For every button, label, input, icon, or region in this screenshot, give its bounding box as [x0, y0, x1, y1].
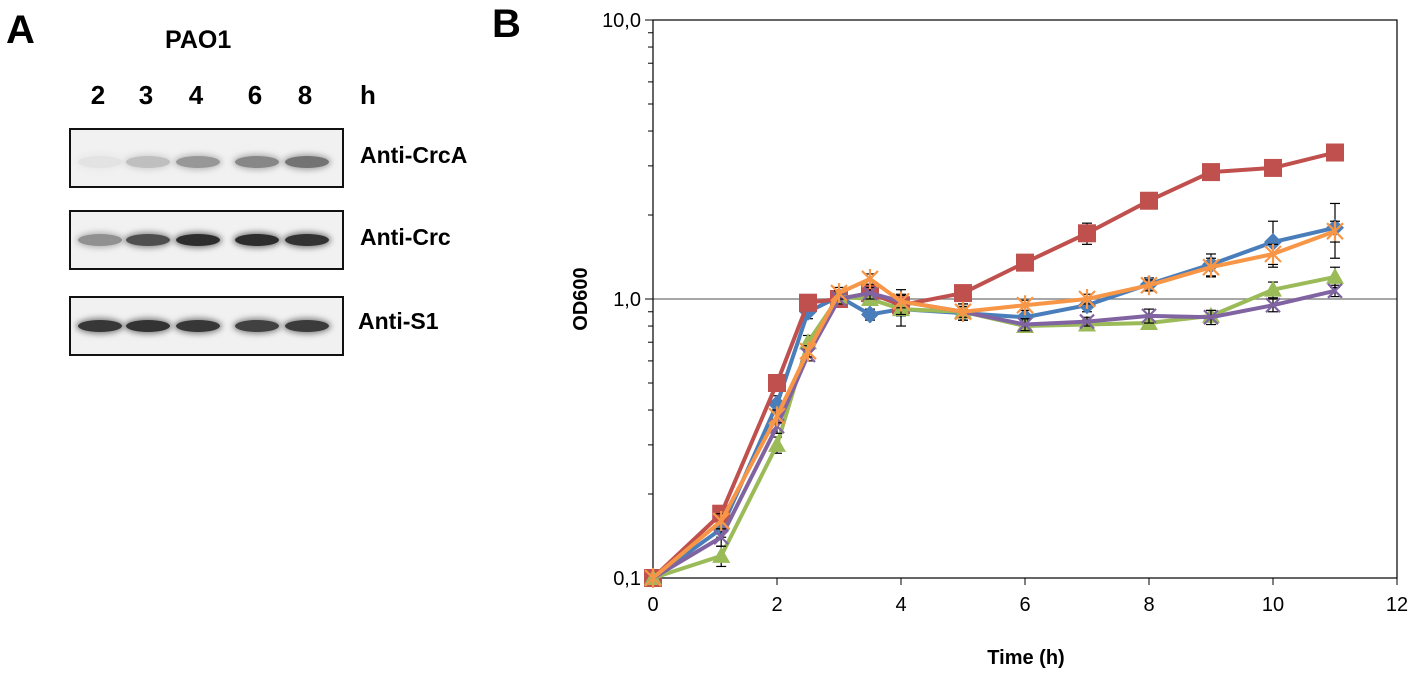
star-marker [1016, 295, 1034, 316]
blot-band [235, 156, 279, 168]
square-marker [1016, 253, 1034, 272]
y-tick-label: 0,1 [613, 568, 641, 590]
blot-band [285, 320, 329, 332]
hour-unit-label: h [360, 80, 376, 110]
blot-band [176, 320, 220, 332]
star-marker [1264, 243, 1282, 264]
blot-band [126, 320, 170, 332]
x-marker [1141, 308, 1157, 324]
x-marker [1327, 283, 1343, 299]
blot-band [176, 234, 220, 246]
western-blot-crca [69, 128, 344, 188]
x-marker [713, 529, 729, 546]
blot-label-crca: Anti-CrcA [360, 142, 468, 168]
blot-band [176, 156, 220, 168]
hour-label: 8 [297, 80, 313, 110]
star-marker [892, 291, 910, 312]
blot-band [235, 320, 279, 332]
star-marker [799, 341, 817, 362]
triangle-marker [1264, 280, 1282, 297]
strain-label: PAO1 [165, 26, 232, 54]
series-red [644, 143, 1344, 587]
star-marker [1202, 257, 1220, 278]
x-tick-label: 2 [771, 594, 782, 616]
triangle-marker [768, 435, 786, 452]
square-marker [1202, 163, 1220, 182]
square-marker [1078, 224, 1096, 243]
square-marker [1140, 191, 1158, 210]
x-tick-label: 10 [1262, 594, 1284, 616]
x-tick-label: 4 [895, 594, 906, 616]
series-line-red [651, 150, 1336, 580]
series-line-orange [651, 229, 1336, 580]
y-axis-title: OD600 [570, 267, 592, 330]
series-line-green [652, 274, 1336, 580]
western-blot-s1 [69, 296, 344, 356]
blot-band [78, 234, 122, 246]
x-marker [1203, 309, 1219, 326]
star-marker [644, 568, 662, 588]
diamond-marker [861, 305, 879, 324]
blot-label-s1: Anti-S1 [358, 308, 439, 334]
blot-band [78, 156, 122, 168]
x-tick-label: 12 [1386, 594, 1408, 616]
square-marker [1326, 143, 1344, 162]
star-marker [768, 406, 786, 427]
blot-band [78, 320, 122, 332]
y-tick-label: 1,0 [613, 289, 641, 311]
square-marker [768, 373, 786, 392]
triangle-marker [712, 546, 731, 563]
western-blot-crc [69, 210, 344, 270]
x-tick-label: 6 [1019, 594, 1030, 616]
panel-b-letter: B [492, 2, 521, 46]
x-marker [1079, 313, 1095, 330]
x-marker [862, 285, 878, 301]
blot-band [285, 234, 329, 246]
star-marker [861, 268, 879, 289]
series-line-blue [651, 225, 1336, 580]
panel-a-letter: A [6, 8, 35, 52]
hour-label: 4 [188, 80, 204, 110]
x-marker [1017, 316, 1033, 333]
star-marker [830, 283, 848, 304]
hour-label: 6 [247, 80, 263, 110]
star-marker [712, 511, 730, 532]
square-marker [1264, 158, 1282, 177]
x-marker [1265, 297, 1281, 313]
series-purple [645, 283, 1343, 586]
triangle-marker [1326, 267, 1344, 284]
square-marker [954, 284, 972, 303]
star-marker [1078, 289, 1096, 309]
star-marker [1326, 221, 1344, 242]
hour-label: 2 [90, 80, 106, 110]
diamond-marker [1264, 233, 1282, 252]
x-tick-label: 0 [647, 594, 658, 616]
y-tick-label: 10,0 [602, 10, 641, 32]
blot-band [285, 156, 329, 168]
square-marker [799, 293, 817, 312]
series-orange [644, 220, 1344, 588]
blot-band [126, 156, 170, 168]
blot-band [235, 234, 279, 246]
blot-label-crc: Anti-Crc [360, 224, 451, 250]
x-axis-title: Time (h) [987, 647, 1064, 669]
hour-label: 3 [138, 80, 154, 110]
x-tick-label: 8 [1143, 594, 1154, 616]
star-marker [1140, 275, 1158, 296]
star-marker [954, 301, 972, 322]
blot-band [126, 234, 170, 246]
